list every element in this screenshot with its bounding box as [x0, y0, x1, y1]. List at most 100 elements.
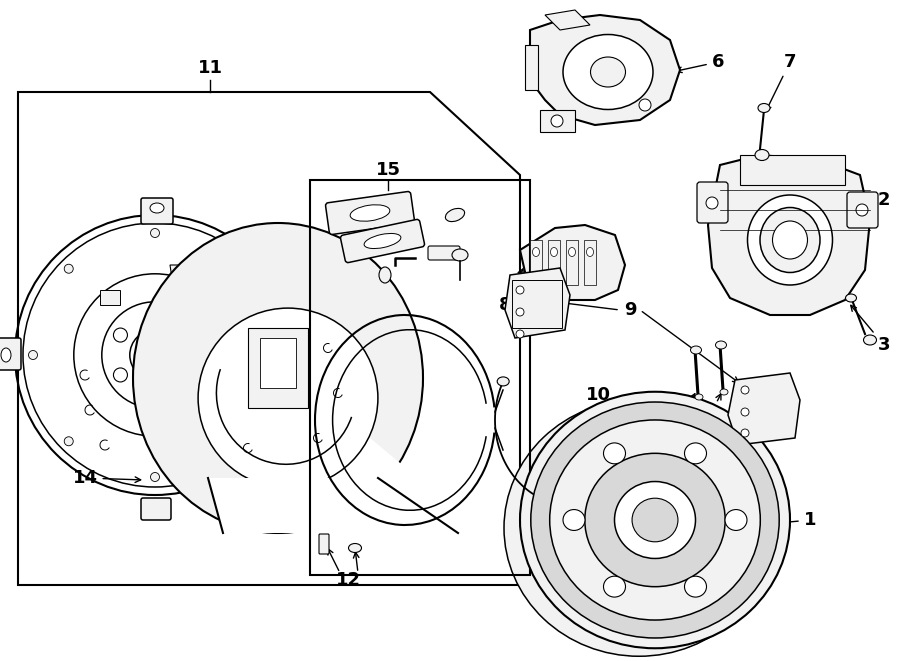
Circle shape [551, 115, 563, 127]
Bar [248, 328, 308, 408]
Polygon shape [708, 155, 870, 315]
Bar [175, 268, 205, 280]
Bar [740, 155, 845, 185]
Text: 13: 13 [246, 469, 271, 509]
FancyBboxPatch shape [697, 182, 728, 223]
Ellipse shape [379, 267, 391, 283]
Bar [566, 240, 578, 285]
Text: 4: 4 [677, 394, 695, 424]
Polygon shape [530, 15, 680, 125]
Ellipse shape [690, 346, 701, 354]
Bar [584, 240, 596, 285]
Bar [310, 180, 530, 575]
Ellipse shape [550, 420, 760, 620]
Circle shape [64, 264, 73, 273]
Bar [540, 110, 575, 132]
Circle shape [237, 264, 246, 273]
Polygon shape [170, 265, 213, 285]
Circle shape [139, 338, 172, 371]
Text: 6: 6 [676, 53, 724, 73]
Bar [260, 338, 296, 388]
Text: 8: 8 [499, 269, 523, 314]
Polygon shape [208, 478, 378, 533]
Circle shape [516, 286, 524, 294]
Circle shape [741, 408, 749, 416]
FancyBboxPatch shape [141, 498, 171, 520]
Text: 3: 3 [850, 305, 890, 354]
Circle shape [64, 437, 73, 446]
Polygon shape [728, 373, 800, 445]
Ellipse shape [725, 510, 747, 530]
Text: 9: 9 [624, 301, 636, 319]
Ellipse shape [350, 205, 390, 221]
Ellipse shape [604, 576, 626, 597]
Ellipse shape [632, 498, 678, 542]
Bar [530, 240, 542, 285]
Ellipse shape [760, 208, 820, 272]
Ellipse shape [772, 221, 807, 259]
Ellipse shape [845, 294, 857, 302]
Text: 7: 7 [766, 53, 796, 111]
Circle shape [856, 204, 868, 216]
Text: 15: 15 [375, 161, 401, 179]
FancyBboxPatch shape [340, 219, 425, 262]
Circle shape [29, 350, 38, 360]
Circle shape [741, 386, 749, 394]
Ellipse shape [563, 34, 653, 110]
Ellipse shape [569, 247, 575, 256]
Circle shape [148, 308, 162, 322]
Circle shape [516, 330, 524, 338]
Circle shape [706, 197, 718, 209]
Ellipse shape [531, 402, 779, 638]
FancyBboxPatch shape [847, 192, 878, 228]
Ellipse shape [446, 208, 464, 221]
Ellipse shape [716, 341, 726, 349]
Ellipse shape [198, 308, 378, 488]
FancyBboxPatch shape [428, 246, 460, 260]
Ellipse shape [587, 247, 593, 256]
Circle shape [237, 437, 246, 446]
Ellipse shape [685, 443, 706, 464]
Bar [512, 280, 562, 328]
Circle shape [516, 308, 524, 316]
Ellipse shape [720, 389, 728, 395]
Ellipse shape [604, 443, 626, 464]
Ellipse shape [758, 104, 770, 112]
Circle shape [150, 229, 159, 237]
Circle shape [113, 368, 128, 382]
Circle shape [183, 368, 196, 382]
Ellipse shape [585, 453, 725, 587]
Ellipse shape [520, 392, 790, 648]
Circle shape [273, 350, 282, 360]
Polygon shape [545, 10, 590, 30]
Ellipse shape [1, 348, 11, 362]
Ellipse shape [150, 203, 164, 213]
Ellipse shape [685, 576, 706, 597]
Ellipse shape [364, 233, 400, 249]
Text: 1: 1 [709, 511, 816, 532]
Circle shape [639, 99, 651, 111]
Text: 12: 12 [336, 571, 361, 589]
Circle shape [183, 328, 196, 342]
FancyBboxPatch shape [319, 534, 329, 554]
Ellipse shape [748, 195, 832, 285]
Circle shape [150, 473, 159, 481]
Polygon shape [100, 290, 120, 305]
FancyBboxPatch shape [326, 192, 414, 235]
Text: 5: 5 [704, 394, 721, 424]
Ellipse shape [695, 394, 703, 400]
Ellipse shape [504, 400, 774, 656]
Circle shape [113, 328, 128, 342]
Circle shape [148, 388, 162, 402]
Text: 11: 11 [197, 59, 222, 77]
Ellipse shape [563, 510, 585, 530]
FancyBboxPatch shape [0, 338, 21, 370]
Text: 14: 14 [73, 469, 140, 487]
Polygon shape [520, 225, 625, 300]
Polygon shape [238, 428, 426, 538]
Ellipse shape [348, 543, 362, 553]
Ellipse shape [133, 223, 423, 533]
Text: 2: 2 [872, 191, 890, 226]
Ellipse shape [863, 335, 877, 345]
FancyBboxPatch shape [141, 198, 173, 224]
